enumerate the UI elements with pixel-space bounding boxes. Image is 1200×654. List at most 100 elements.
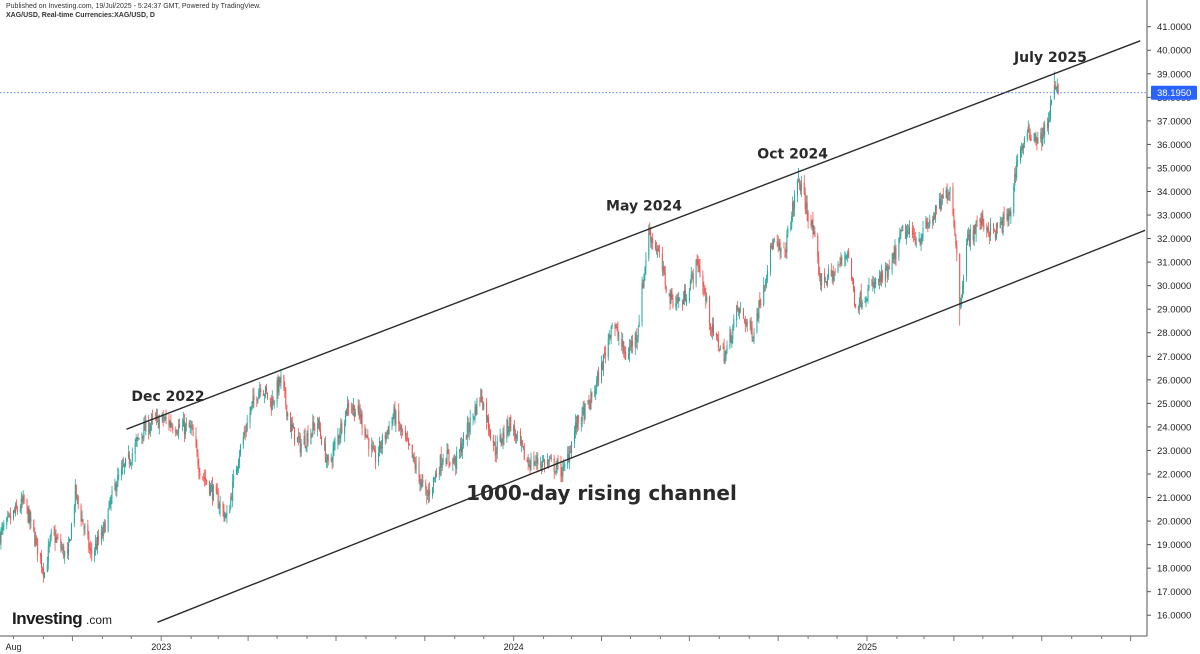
candle bbox=[81, 510, 83, 522]
candle bbox=[803, 174, 805, 196]
candle bbox=[226, 504, 228, 524]
candle bbox=[432, 486, 434, 499]
candle bbox=[936, 204, 938, 215]
candle bbox=[337, 427, 339, 450]
candle bbox=[481, 388, 483, 403]
candle bbox=[237, 458, 239, 474]
time-tick-label: 2023 bbox=[151, 642, 171, 652]
candle bbox=[947, 189, 949, 201]
candle bbox=[824, 268, 826, 289]
candle bbox=[652, 233, 654, 250]
candle bbox=[462, 432, 464, 449]
candle bbox=[885, 262, 887, 271]
candle bbox=[887, 264, 889, 280]
price-tick-label: 35.0000 bbox=[1157, 163, 1191, 174]
candle bbox=[191, 420, 193, 430]
candle bbox=[136, 436, 138, 448]
candle bbox=[486, 397, 488, 430]
candle bbox=[178, 419, 180, 440]
candle bbox=[102, 522, 104, 542]
peak-label: May 2024 bbox=[606, 198, 682, 214]
candle bbox=[786, 229, 788, 260]
candle bbox=[812, 211, 814, 239]
candle bbox=[265, 383, 267, 395]
candle bbox=[982, 209, 984, 227]
candle bbox=[494, 435, 496, 462]
candle bbox=[426, 486, 428, 505]
candle bbox=[323, 438, 325, 451]
candle bbox=[303, 429, 305, 445]
candle bbox=[493, 441, 495, 446]
candle bbox=[259, 381, 261, 399]
candle bbox=[642, 279, 644, 289]
candle bbox=[223, 504, 225, 523]
candle bbox=[607, 333, 609, 361]
candle bbox=[1042, 127, 1044, 147]
candle bbox=[69, 538, 71, 543]
candle bbox=[47, 538, 49, 571]
candle bbox=[489, 428, 491, 441]
candle bbox=[589, 399, 591, 411]
candle bbox=[570, 445, 572, 454]
price-tick-label: 22.0000 bbox=[1157, 469, 1191, 480]
candle bbox=[231, 492, 233, 501]
candle bbox=[107, 508, 109, 533]
candle bbox=[710, 323, 712, 336]
candle bbox=[832, 265, 834, 286]
price-tick-label: 30.0000 bbox=[1157, 281, 1191, 292]
candle bbox=[70, 522, 72, 541]
price-tick-label: 34.0000 bbox=[1157, 187, 1191, 198]
candle bbox=[89, 542, 91, 555]
candle bbox=[270, 395, 272, 416]
candle bbox=[702, 270, 704, 295]
candle bbox=[668, 293, 670, 297]
candle bbox=[169, 420, 171, 428]
candle bbox=[245, 423, 247, 438]
candle bbox=[62, 544, 64, 555]
candle bbox=[783, 241, 785, 249]
candle bbox=[533, 451, 535, 470]
candle bbox=[176, 429, 178, 436]
candle bbox=[791, 211, 793, 231]
candle bbox=[867, 284, 869, 304]
candle bbox=[664, 266, 666, 290]
candle bbox=[616, 323, 618, 332]
price-tick-label: 36.0000 bbox=[1157, 140, 1191, 151]
candle bbox=[395, 409, 397, 433]
candle bbox=[787, 225, 789, 238]
candle bbox=[73, 503, 75, 528]
candle bbox=[366, 434, 368, 439]
candle bbox=[1008, 208, 1010, 226]
candle bbox=[914, 231, 916, 246]
candle bbox=[846, 254, 848, 260]
candle bbox=[1041, 127, 1043, 151]
candle bbox=[217, 487, 219, 509]
candle bbox=[852, 277, 854, 293]
candle bbox=[672, 294, 674, 309]
candle bbox=[1029, 128, 1031, 142]
candle bbox=[26, 498, 28, 514]
channel-line-lower[interactable] bbox=[157, 229, 1146, 623]
candle bbox=[1055, 86, 1057, 93]
candle bbox=[487, 414, 489, 424]
candle bbox=[534, 460, 536, 466]
candle bbox=[272, 396, 274, 406]
candle bbox=[434, 470, 436, 483]
channel-line-upper[interactable] bbox=[126, 40, 1141, 430]
candle bbox=[243, 426, 245, 439]
candle bbox=[257, 397, 259, 405]
candle bbox=[952, 182, 954, 217]
candle bbox=[433, 476, 435, 494]
candle bbox=[33, 519, 35, 533]
candle bbox=[1, 522, 3, 535]
candle bbox=[418, 456, 420, 484]
candle bbox=[891, 252, 893, 275]
candle bbox=[670, 288, 672, 305]
candle bbox=[894, 239, 896, 265]
candle bbox=[137, 433, 139, 441]
price-tick-label: 19.0000 bbox=[1157, 540, 1191, 551]
candle bbox=[442, 453, 444, 466]
candle bbox=[793, 200, 795, 217]
candle bbox=[779, 238, 781, 260]
